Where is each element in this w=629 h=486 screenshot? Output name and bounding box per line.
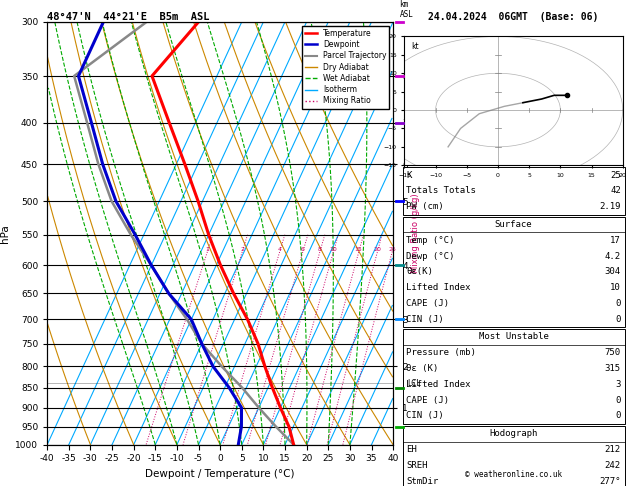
- Text: 277°: 277°: [599, 476, 621, 486]
- Text: Most Unstable: Most Unstable: [479, 332, 548, 342]
- Text: 3: 3: [615, 380, 621, 389]
- Text: CIN (J): CIN (J): [406, 314, 444, 324]
- Text: CIN (J): CIN (J): [406, 411, 444, 420]
- Text: © weatheronline.co.uk: © weatheronline.co.uk: [465, 469, 562, 479]
- Text: Pressure (mb): Pressure (mb): [406, 348, 476, 357]
- Text: 0: 0: [615, 411, 621, 420]
- Text: 10: 10: [610, 283, 621, 292]
- Text: 4.2: 4.2: [604, 251, 621, 260]
- Text: 242: 242: [604, 461, 621, 470]
- Legend: Temperature, Dewpoint, Parcel Trajectory, Dry Adiabat, Wet Adiabat, Isotherm, Mi: Temperature, Dewpoint, Parcel Trajectory…: [302, 26, 389, 108]
- Text: 20: 20: [374, 247, 381, 252]
- Text: K: K: [406, 171, 412, 180]
- Text: 42: 42: [610, 186, 621, 195]
- Text: 4: 4: [277, 247, 282, 252]
- Text: StmDir: StmDir: [406, 476, 438, 486]
- Text: 24.04.2024  06GMT  (Base: 06): 24.04.2024 06GMT (Base: 06): [428, 12, 599, 22]
- Text: SREH: SREH: [406, 461, 428, 470]
- Text: PW (cm): PW (cm): [406, 202, 444, 211]
- Text: 6: 6: [301, 247, 304, 252]
- Text: LCL: LCL: [407, 379, 421, 388]
- Text: Lifted Index: Lifted Index: [406, 283, 471, 292]
- Y-axis label: hPa: hPa: [0, 224, 9, 243]
- Text: Lifted Index: Lifted Index: [406, 380, 471, 389]
- Text: km
ASL: km ASL: [399, 0, 413, 19]
- Text: 17: 17: [610, 236, 621, 245]
- Text: 2.19: 2.19: [599, 202, 621, 211]
- Text: 0: 0: [615, 299, 621, 308]
- Text: Surface: Surface: [495, 220, 532, 229]
- Text: θε (K): θε (K): [406, 364, 438, 373]
- Text: 0: 0: [615, 314, 621, 324]
- Text: 25: 25: [388, 247, 396, 252]
- Y-axis label: Mixing Ratio (g/kg): Mixing Ratio (g/kg): [411, 193, 420, 273]
- Text: 25: 25: [610, 171, 621, 180]
- Text: 2: 2: [240, 247, 244, 252]
- Text: kt: kt: [411, 42, 419, 51]
- Text: 750: 750: [604, 348, 621, 357]
- Text: Temp (°C): Temp (°C): [406, 236, 455, 245]
- Text: 10: 10: [330, 247, 337, 252]
- Text: 15: 15: [355, 247, 362, 252]
- Text: θε(K): θε(K): [406, 267, 433, 277]
- Text: Totals Totals: Totals Totals: [406, 186, 476, 195]
- Text: EH: EH: [406, 445, 417, 454]
- Text: CAPE (J): CAPE (J): [406, 299, 449, 308]
- Text: 48°47'N  44°21'E  B5m  ASL: 48°47'N 44°21'E B5m ASL: [47, 12, 209, 22]
- Text: Hodograph: Hodograph: [489, 429, 538, 438]
- Text: 1: 1: [205, 247, 209, 252]
- Text: Dewp (°C): Dewp (°C): [406, 251, 455, 260]
- Text: 8: 8: [318, 247, 321, 252]
- Text: 304: 304: [604, 267, 621, 277]
- Text: CAPE (J): CAPE (J): [406, 396, 449, 405]
- X-axis label: Dewpoint / Temperature (°C): Dewpoint / Temperature (°C): [145, 469, 295, 479]
- Text: 0: 0: [615, 396, 621, 405]
- Text: 212: 212: [604, 445, 621, 454]
- Text: 315: 315: [604, 364, 621, 373]
